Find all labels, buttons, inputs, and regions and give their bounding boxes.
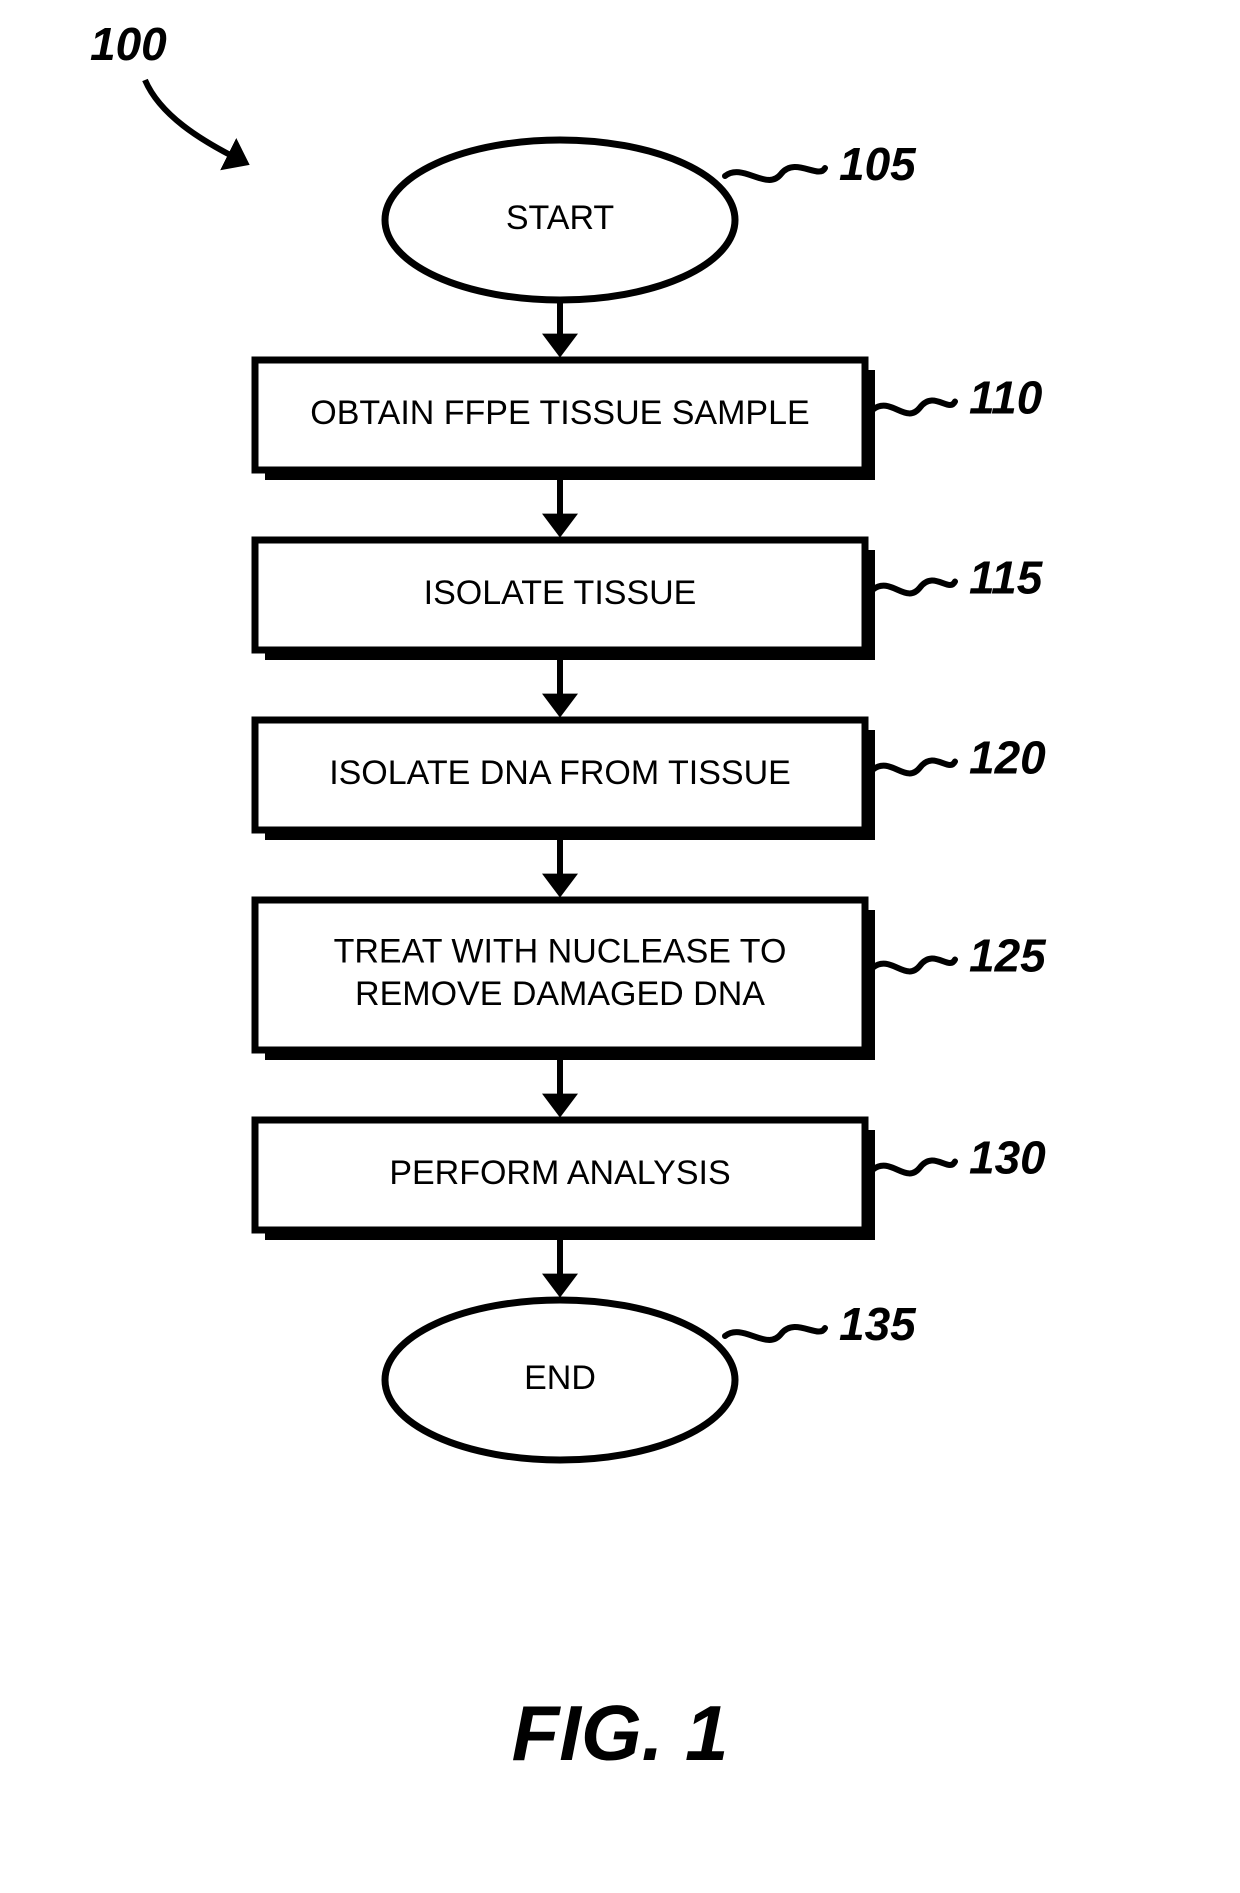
node-label: PERFORM ANALYSIS — [389, 1154, 730, 1192]
figure-ref-arrow — [145, 80, 240, 160]
ref-number: 120 — [969, 732, 1046, 784]
ref-number: 115 — [969, 552, 1044, 604]
figure-title: FIG. 1 — [512, 1689, 729, 1777]
figure-ref-number: 100 — [90, 18, 167, 70]
ref-number: 135 — [839, 1298, 917, 1350]
lead-line — [873, 761, 955, 774]
lead-line — [873, 581, 955, 594]
ref-number: 105 — [839, 138, 917, 190]
lead-line — [873, 1161, 955, 1174]
flow-node-isotiss: ISOLATE TISSUE 115 — [255, 540, 1044, 660]
flow-node-treat: TREAT WITH NUCLEASE TOREMOVE DAMAGED DNA… — [255, 900, 1047, 1060]
node-label: START — [506, 199, 614, 237]
lead-line — [873, 401, 955, 414]
lead-line — [725, 167, 825, 180]
lead-line — [873, 959, 955, 972]
flowchart-canvas: START 105 OBTAIN FFPE TISSUE SAMPLE 110 ISOL… — [0, 0, 1240, 1893]
ref-number: 110 — [969, 372, 1043, 424]
lead-line — [725, 1327, 825, 1340]
flow-node-end: END 135 — [385, 1298, 917, 1460]
node-label: OBTAIN FFPE TISSUE SAMPLE — [310, 394, 809, 432]
flow-node-start: START 105 — [385, 138, 917, 300]
node-label: ISOLATE DNA FROM TISSUE — [329, 754, 791, 792]
ref-number: 125 — [969, 930, 1047, 982]
flow-node-isodna: ISOLATE DNA FROM TISSUE 120 — [255, 720, 1046, 840]
flow-node-obtain: OBTAIN FFPE TISSUE SAMPLE 110 — [255, 360, 1043, 480]
flow-node-perform: PERFORM ANALYSIS 130 — [255, 1120, 1046, 1240]
node-label: ISOLATE TISSUE — [424, 574, 697, 612]
ref-number: 130 — [969, 1132, 1046, 1184]
node-label: END — [524, 1359, 596, 1397]
